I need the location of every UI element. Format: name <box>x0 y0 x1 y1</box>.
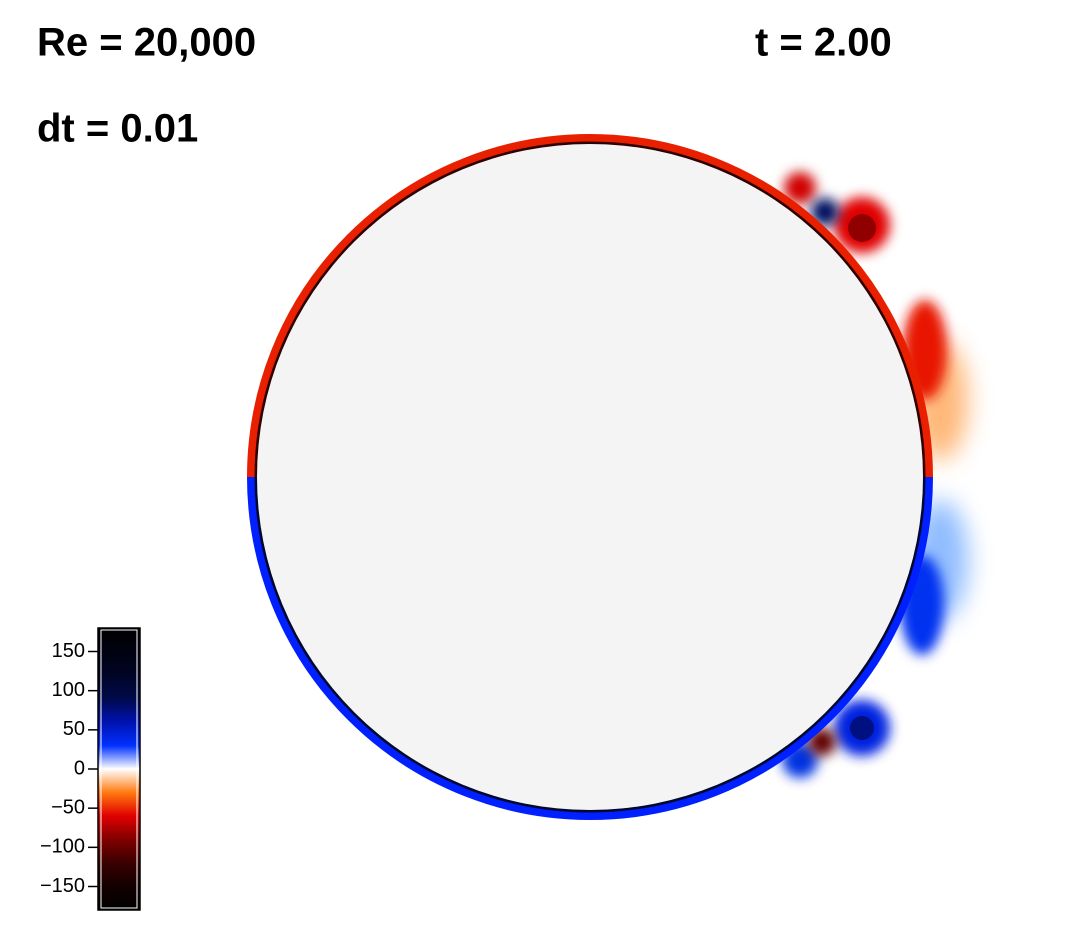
colorbar: 150 100 50 0 −50 −100 −150 <box>40 627 141 911</box>
tick-label: 150 <box>52 640 85 662</box>
colorbar-frame <box>100 629 138 909</box>
tick-label: 50 <box>63 718 85 740</box>
tick-label: −100 <box>40 836 85 858</box>
tick-label: −50 <box>51 796 85 818</box>
vorticity-field <box>247 134 968 820</box>
colorbar-fill <box>97 627 141 911</box>
time-label: t = 2.00 <box>755 21 892 65</box>
reynolds-label: Re = 20,000 <box>37 21 256 65</box>
tick-label: 100 <box>52 679 85 701</box>
timestep-label: dt = 0.01 <box>37 107 198 151</box>
tick-label: 0 <box>74 757 85 779</box>
tick-label: −150 <box>40 875 85 897</box>
